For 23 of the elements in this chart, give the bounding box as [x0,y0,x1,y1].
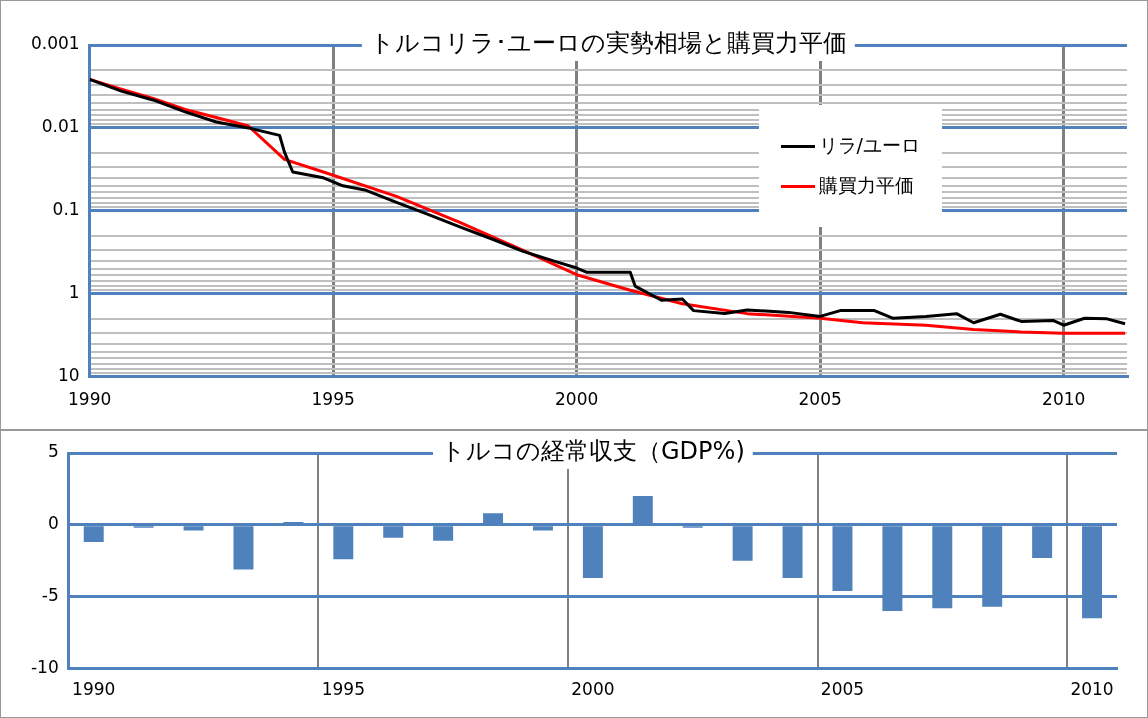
y-tick-label: -10 [30,657,59,678]
y-tick-label: 10 [58,365,80,386]
chart-title: トルコリラ･ユーロの実勢相場と購買力平価 [369,29,847,58]
y-tick-label: 0.1 [52,199,80,220]
x-tick-label: 2010 [1070,679,1114,700]
x-tick-label: 2000 [555,389,599,410]
x-tick-label: 1995 [321,679,365,700]
legend-label: 購買力平価 [818,173,914,198]
y-tick-label: 0 [47,513,59,534]
y-tick-label: 0.01 [41,116,80,137]
x-tick-label: 1995 [311,389,355,410]
x-tick-label: 1990 [68,389,112,410]
y-tick-label: 0.001 [31,33,80,54]
legend-label: リラ/ユーロ [818,133,920,158]
x-tick-label: 2010 [1042,389,1086,410]
x-tick-label: 1990 [72,679,116,700]
x-tick-label: 2005 [798,389,842,410]
chart-title: トルコの経常収支（GDP%) [441,437,745,466]
y-tick-label: -5 [41,585,59,606]
y-tick-label: 5 [47,441,59,462]
x-tick-label: 2000 [571,679,615,700]
y-tick-label: 1 [68,282,80,303]
x-tick-label: 2005 [820,679,865,700]
